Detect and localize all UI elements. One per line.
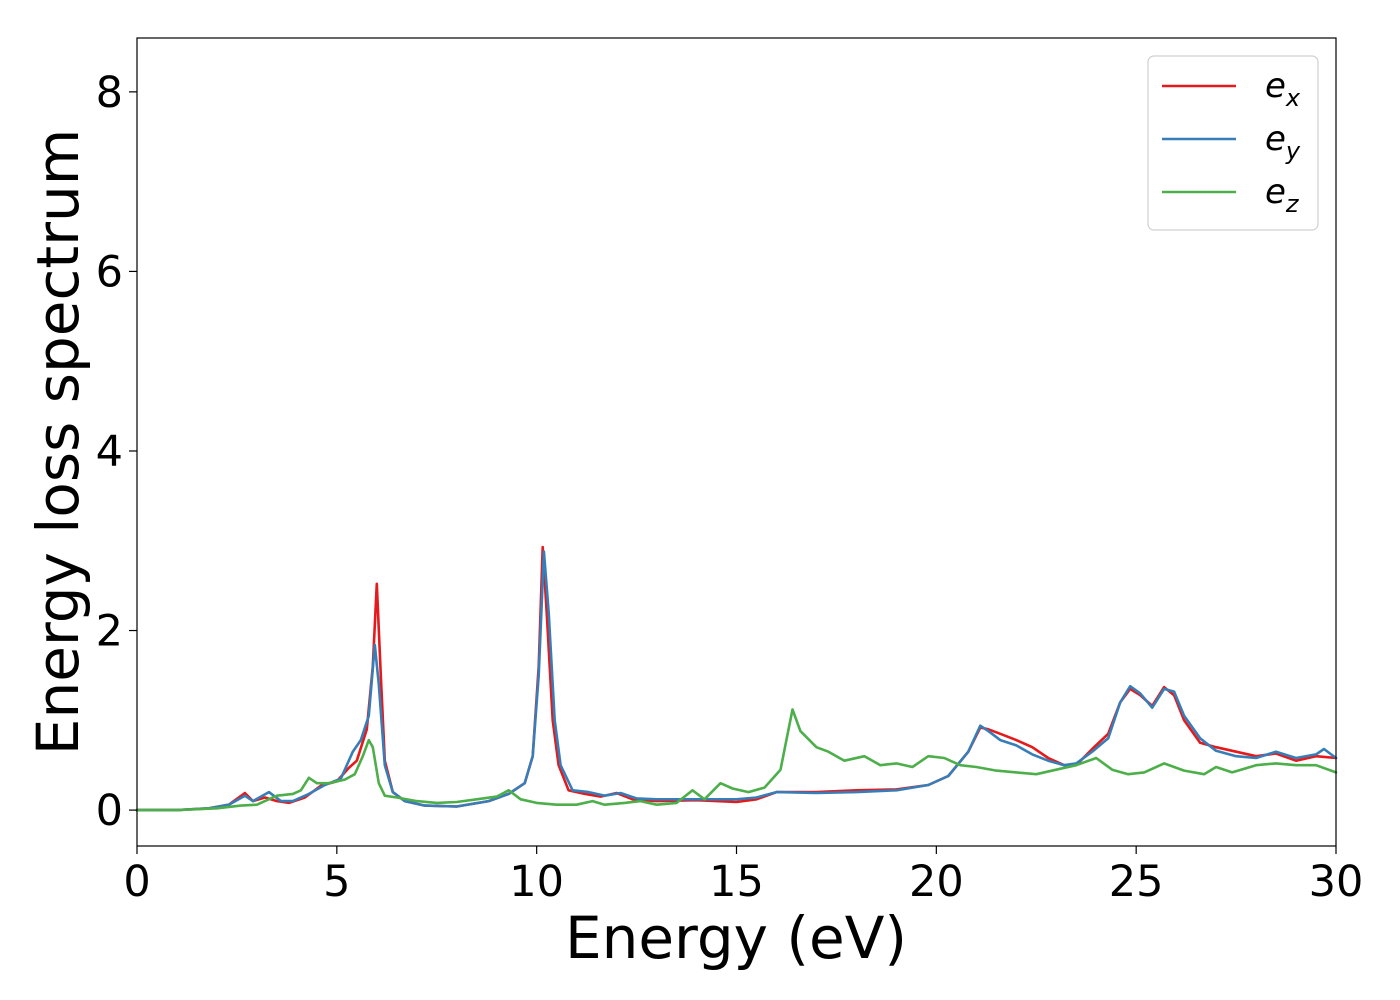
legend-label-subscript: x: [1285, 84, 1301, 112]
legend-label: ex: [1265, 66, 1301, 112]
series-line-e-y: [135, 550, 1338, 812]
x-axis-label: Energy (eV): [565, 904, 907, 972]
series-line-e-z: [135, 708, 1338, 812]
plot-area: [137, 38, 1336, 846]
y-tick-label: 8: [96, 68, 123, 118]
x-tick-label: 25: [1109, 857, 1164, 907]
x-tick-label: 0: [123, 857, 150, 907]
legend-label-base: e: [1265, 66, 1286, 106]
x-tick-label: 30: [1309, 857, 1364, 907]
legend-label: ez: [1265, 172, 1300, 218]
legend-label-subscript: z: [1285, 190, 1300, 218]
y-tick-label: 4: [96, 427, 123, 477]
x-tick-label: 10: [509, 857, 564, 907]
legend-label-base: e: [1265, 172, 1286, 212]
y-axis: 0 2 4 6 8: [96, 68, 137, 836]
x-axis: 0 5 10 15 20 25 30: [123, 846, 1363, 907]
series-layer: [135, 545, 1338, 812]
legend-label-base: e: [1265, 119, 1286, 159]
x-tick-label: 20: [909, 857, 964, 907]
x-tick-label: 5: [323, 857, 350, 907]
legend-label: ey: [1265, 119, 1301, 165]
y-tick-label: 6: [96, 247, 123, 297]
y-tick-label: 2: [96, 607, 123, 657]
legend-box: [1147, 55, 1319, 231]
y-axis-label: Energy loss spectrum: [24, 129, 92, 755]
y-tick-label: 0: [96, 786, 123, 836]
legend-label-subscript: y: [1285, 137, 1301, 165]
x-tick-label: 15: [709, 857, 764, 907]
